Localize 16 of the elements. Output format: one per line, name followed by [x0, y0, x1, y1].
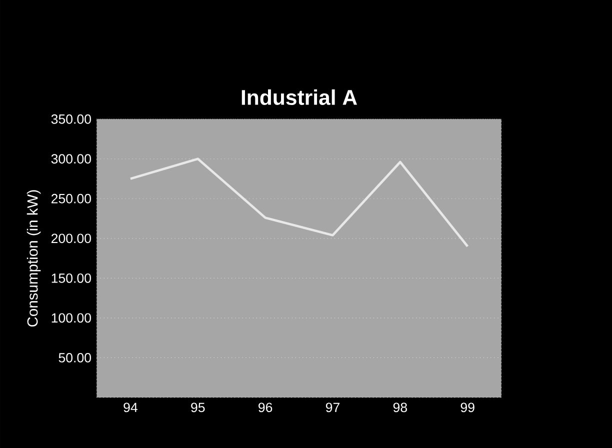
x-tick-label: 96: [258, 402, 272, 412]
y-tick-label: 100.00: [52, 313, 91, 323]
x-tick-label: 94: [124, 402, 138, 412]
y-axis-title: Consumption (in kW): [26, 190, 41, 327]
y-tick-label: 350.00: [51, 114, 91, 124]
x-tick-label: 99: [460, 402, 474, 412]
y-tick-label: 150.00: [52, 273, 91, 283]
y-tick-label: 300.00: [51, 154, 91, 164]
y-tick-label: 200.00: [52, 234, 91, 244]
line-series: [129, 158, 469, 248]
y-tick-label: 250.00: [52, 194, 91, 204]
y-tick-label: 50.00: [58, 353, 92, 362]
x-tick-label: 98: [393, 402, 407, 412]
chart-title: Industrial A: [242, 89, 358, 106]
x-tick-label: 97: [326, 402, 340, 412]
x-tick-label: 95: [191, 402, 205, 412]
